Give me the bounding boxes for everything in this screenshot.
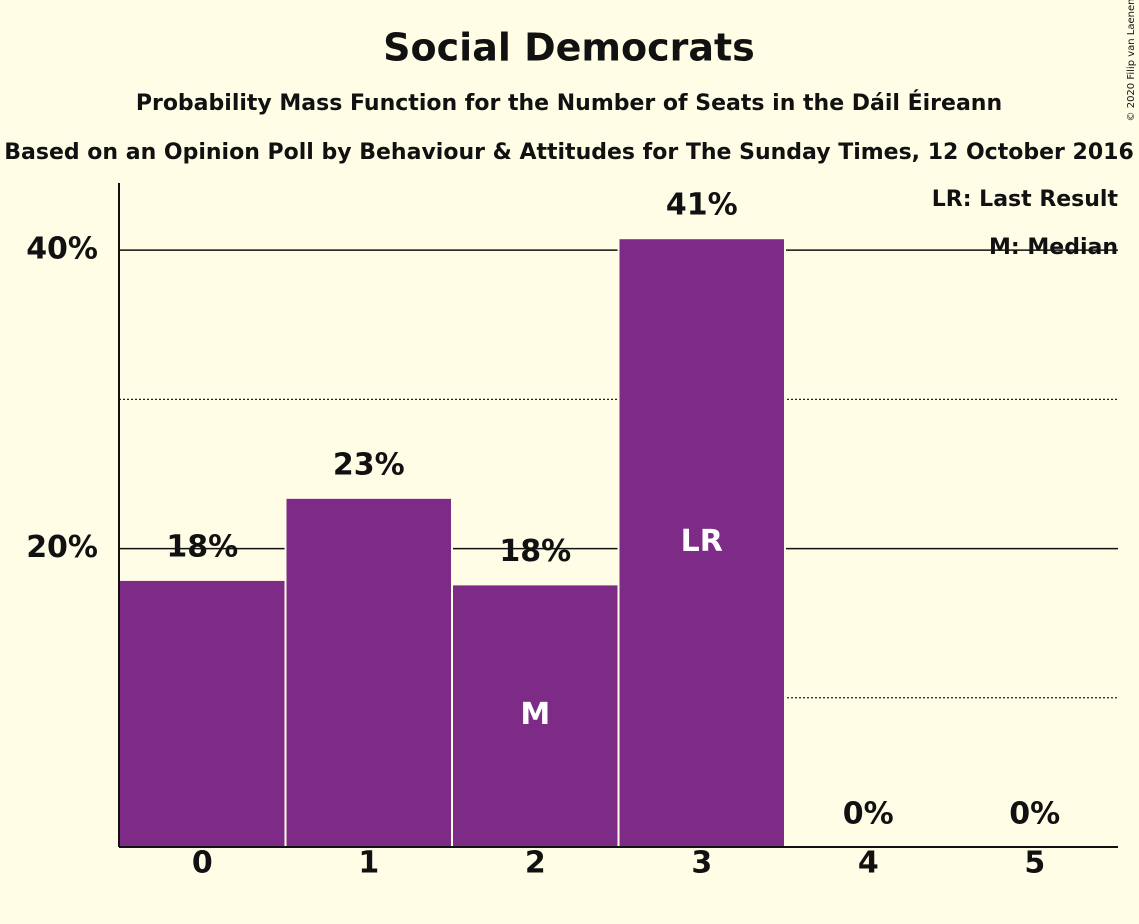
x-tick-label: 2 bbox=[525, 846, 546, 881]
x-tick-label: 1 bbox=[358, 846, 379, 881]
bar bbox=[451, 583, 620, 848]
x-tick-label: 0 bbox=[192, 846, 213, 881]
x-tick-label: 3 bbox=[691, 846, 712, 881]
bar bbox=[118, 578, 287, 848]
bar-label: LR bbox=[681, 524, 723, 559]
bar bbox=[284, 496, 453, 848]
value-label: 18% bbox=[499, 534, 571, 569]
value-label: 41% bbox=[666, 188, 738, 223]
x-tick-label: 5 bbox=[1024, 846, 1045, 881]
y-tick-label: 40% bbox=[26, 232, 98, 267]
chart-title: Social Democrats bbox=[383, 26, 755, 70]
legend-note: M: Median bbox=[989, 235, 1118, 260]
value-label: 18% bbox=[166, 529, 238, 564]
value-label: 23% bbox=[333, 447, 405, 482]
x-tick-label: 4 bbox=[858, 846, 879, 881]
chart-caption: Based on an Opinion Poll by Behaviour & … bbox=[4, 140, 1134, 165]
copyright: © 2020 Filip van Laenen bbox=[1126, 0, 1137, 121]
bar-label: M bbox=[520, 697, 550, 732]
value-label: 0% bbox=[1009, 797, 1060, 832]
value-label: 0% bbox=[843, 797, 894, 832]
bar bbox=[617, 237, 786, 848]
legend-note: LR: Last Result bbox=[932, 187, 1119, 212]
chart-subtitle: Probability Mass Function for the Number… bbox=[136, 90, 1002, 116]
y-tick-label: 20% bbox=[26, 530, 98, 565]
